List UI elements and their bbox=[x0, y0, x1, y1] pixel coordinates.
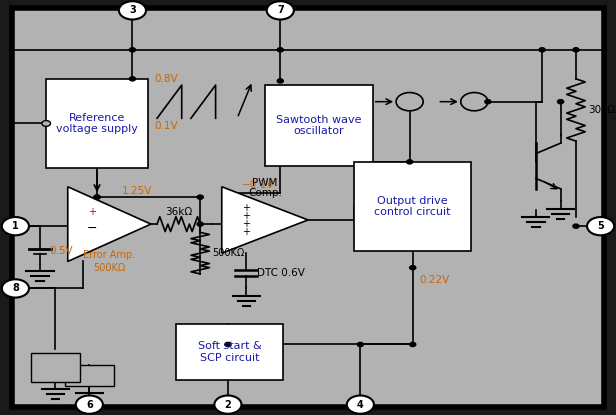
Text: PWM: PWM bbox=[252, 178, 278, 188]
Polygon shape bbox=[68, 187, 151, 261]
Circle shape bbox=[557, 100, 564, 104]
Bar bbox=[65, 365, 114, 386]
Circle shape bbox=[396, 93, 423, 111]
Text: −: − bbox=[87, 222, 98, 235]
Text: DTC 0.6V: DTC 0.6V bbox=[257, 268, 306, 278]
Circle shape bbox=[461, 93, 488, 111]
Circle shape bbox=[94, 195, 100, 199]
Circle shape bbox=[129, 77, 136, 81]
Text: Reference
voltage supply: Reference voltage supply bbox=[56, 112, 138, 134]
Circle shape bbox=[587, 217, 614, 235]
Bar bbox=[31, 353, 80, 382]
Circle shape bbox=[277, 48, 283, 52]
Text: 2: 2 bbox=[225, 400, 231, 410]
Circle shape bbox=[410, 342, 416, 347]
Circle shape bbox=[119, 1, 146, 20]
Circle shape bbox=[94, 195, 100, 199]
Text: 3: 3 bbox=[129, 5, 136, 15]
Text: 0.22V: 0.22V bbox=[419, 275, 449, 285]
Bar bbox=[176, 324, 283, 380]
Circle shape bbox=[407, 160, 413, 164]
Text: +: + bbox=[243, 203, 250, 212]
Text: 1.25V: 1.25V bbox=[122, 186, 152, 196]
Text: Output drive
control circuit: Output drive control circuit bbox=[375, 195, 451, 217]
Circle shape bbox=[2, 217, 29, 235]
Polygon shape bbox=[222, 187, 308, 253]
Text: 30kΩ: 30kΩ bbox=[588, 105, 615, 115]
Text: +: + bbox=[243, 211, 250, 221]
Text: 5: 5 bbox=[598, 221, 604, 231]
Circle shape bbox=[197, 195, 203, 199]
Circle shape bbox=[76, 395, 103, 414]
Circle shape bbox=[573, 224, 579, 228]
Text: 7: 7 bbox=[277, 5, 283, 15]
Text: Error Amp.: Error Amp. bbox=[83, 250, 136, 260]
Circle shape bbox=[267, 1, 294, 20]
Text: Soft start &
SCP circuit: Soft start & SCP circuit bbox=[198, 341, 261, 363]
Text: Comp.: Comp. bbox=[248, 188, 282, 198]
Text: 1: 1 bbox=[12, 221, 18, 231]
Circle shape bbox=[539, 48, 545, 52]
Circle shape bbox=[347, 395, 374, 414]
Circle shape bbox=[2, 279, 29, 298]
Circle shape bbox=[410, 266, 416, 270]
Circle shape bbox=[357, 342, 363, 347]
Text: −0.1V: −0.1V bbox=[241, 180, 274, 190]
Text: 500KΩ: 500KΩ bbox=[93, 263, 126, 273]
Text: +: + bbox=[243, 219, 250, 229]
Bar bbox=[46, 79, 148, 168]
Circle shape bbox=[42, 121, 51, 126]
Text: 6: 6 bbox=[86, 400, 92, 410]
Text: 0.1V: 0.1V bbox=[154, 121, 177, 131]
Text: +: + bbox=[243, 227, 250, 237]
Text: 4: 4 bbox=[357, 400, 363, 410]
Circle shape bbox=[277, 79, 283, 83]
Circle shape bbox=[225, 342, 231, 347]
Circle shape bbox=[197, 222, 203, 226]
Text: 0.8V: 0.8V bbox=[154, 74, 177, 84]
Text: 8: 8 bbox=[12, 283, 19, 293]
Text: 0.5V: 0.5V bbox=[49, 246, 73, 256]
Text: +: + bbox=[89, 207, 96, 217]
Circle shape bbox=[129, 48, 136, 52]
Circle shape bbox=[485, 100, 491, 104]
Text: 36kΩ: 36kΩ bbox=[165, 207, 192, 217]
Text: 500KΩ: 500KΩ bbox=[213, 248, 245, 258]
Circle shape bbox=[214, 395, 241, 414]
Bar bbox=[265, 85, 373, 166]
Text: Sawtooth wave
oscillator: Sawtooth wave oscillator bbox=[276, 115, 362, 137]
Circle shape bbox=[573, 48, 579, 52]
Bar bbox=[354, 162, 471, 251]
